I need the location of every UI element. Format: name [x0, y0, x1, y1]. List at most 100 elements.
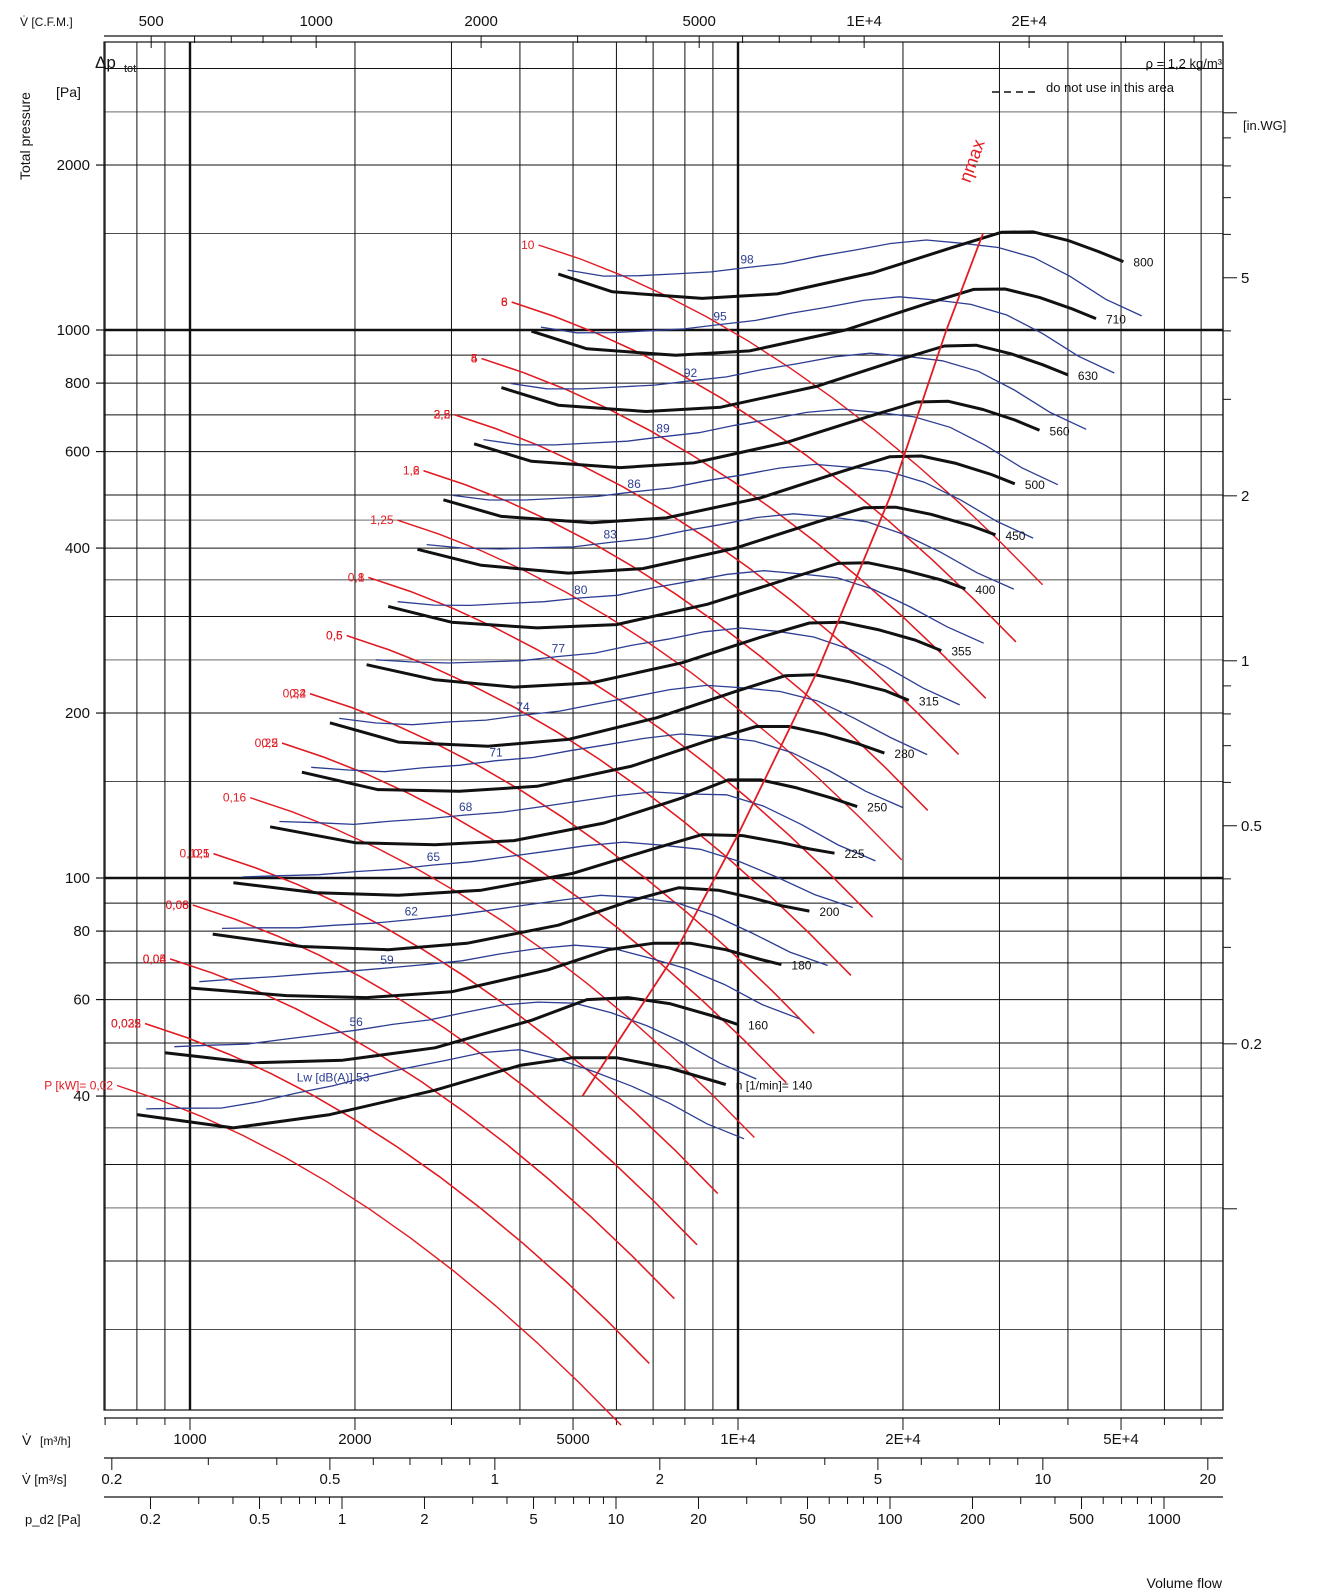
speed-curve [136, 1056, 727, 1130]
sound-line-label: 77 [552, 642, 566, 656]
speed-curve-label: 225 [844, 847, 864, 861]
pd2-tick-label: 0.5 [249, 1511, 270, 1528]
m3h-tick-label: 2E+4 [885, 1431, 920, 1448]
power-line [454, 414, 959, 755]
right-axis-tick-label: 0.2 [1241, 1036, 1262, 1053]
cfm-tick-label: 5000 [682, 13, 715, 30]
speed-curve-label: 500 [1025, 478, 1045, 492]
sound-line [174, 1001, 757, 1080]
pd2-axis-label: p_d2 [Pa] [25, 1512, 81, 1527]
speed-curve-label: 250 [867, 801, 887, 815]
sound-line-label: 95 [713, 309, 727, 323]
speed-curve-label: 630 [1078, 369, 1098, 383]
power-line-label: 0,05 [143, 952, 167, 966]
power-line-label: P [kW]= 0,02 [44, 1079, 113, 1093]
power-line-label: 1,25 [370, 513, 394, 527]
speed-curve [212, 886, 810, 952]
power-line-label: 0,1 [193, 847, 210, 861]
sound-line [221, 894, 828, 967]
sound-line-label: 74 [516, 700, 530, 714]
cfm-tick-label: 1000 [299, 13, 332, 30]
m3s-tick-label: 10 [1035, 1471, 1052, 1488]
sound-line [242, 841, 854, 909]
right-axis-tick-label: 1 [1241, 653, 1249, 670]
speed-curve [366, 620, 942, 689]
speed-curve [301, 725, 885, 793]
power-line-label: 0,8 [348, 570, 365, 584]
sound-line-label: 92 [684, 366, 698, 380]
y-tick-label: 1000 [57, 322, 90, 339]
y-axis-subscript: tot [124, 63, 136, 75]
sound-line [397, 570, 984, 644]
sound-line-label: 68 [459, 800, 473, 814]
m3s-tick-label: 5 [874, 1471, 882, 1488]
sound-line [510, 352, 1087, 430]
power-line [192, 904, 698, 1246]
power-line [192, 904, 698, 1246]
cfm-tick-label: 2000 [464, 13, 497, 30]
m3s-axis-label: V̇ [m³/s] [22, 1472, 67, 1487]
speed-curve [269, 778, 858, 847]
m3h-tick-label: 2000 [338, 1431, 371, 1448]
power-line [368, 576, 873, 918]
right-axis-tick-label: 5 [1241, 270, 1249, 287]
y-tick-label: 60 [73, 992, 90, 1009]
sound-line-label: 56 [349, 1015, 363, 1029]
plot-frame [103, 41, 1224, 1411]
power-line-label: 0,08 [165, 898, 189, 912]
sound-line-label: 71 [489, 746, 503, 760]
speed-curve [473, 399, 1041, 470]
sound-line-label: 83 [604, 527, 618, 541]
m3s-tick-label: 2 [656, 1471, 664, 1488]
power-line [423, 470, 929, 811]
speed-curve-label: 450 [1005, 529, 1025, 543]
x-axis-unit: [m³/h] [40, 1434, 71, 1448]
right-axis-tick-label: 0.5 [1241, 818, 1262, 835]
power-line [213, 853, 719, 1194]
y-tick-label: 800 [65, 375, 90, 392]
speed-curve-label: 160 [748, 1019, 768, 1033]
cfm-tick-label: 500 [139, 13, 164, 30]
power-line-label: 0,6 [326, 629, 343, 643]
y-tick-label: 600 [65, 444, 90, 461]
pd2-tick-label: 2 [420, 1511, 428, 1528]
power-line-label: 0,5 [326, 629, 343, 643]
sound-line-label: 98 [740, 253, 754, 267]
x-axis-symbol: V̇ [22, 1432, 32, 1448]
speed-curve [531, 287, 1097, 357]
speed-curve [417, 505, 997, 575]
power-line-label: 10 [521, 238, 535, 252]
speed-curve-label: 400 [975, 583, 995, 597]
power-line [346, 634, 852, 976]
power-line-label: 6 [501, 295, 508, 309]
power-line-label: 4 [471, 352, 478, 366]
cfm-axis-label: V̇ [C.F.M.] [20, 15, 73, 29]
power-line [144, 1022, 650, 1364]
y-tick-label: 200 [65, 705, 90, 722]
right-axis-unit: [in.WG] [1243, 118, 1286, 133]
y-tick-label: 100 [65, 870, 90, 887]
power-line-label: 1 [358, 570, 365, 584]
power-line [249, 797, 755, 1138]
pd2-tick-label: 0.2 [140, 1511, 161, 1528]
speed-curve-label: 800 [1133, 256, 1153, 270]
power-line [169, 958, 675, 1300]
efficiency-line-path [581, 233, 984, 1097]
power-line-label: 1,6 [403, 464, 420, 478]
sound-line [199, 944, 800, 1020]
sound-line [311, 733, 903, 809]
power-line-label: 0,4 [289, 687, 306, 701]
power-line [116, 1084, 622, 1426]
power-line-label: 3,2 [434, 408, 451, 422]
sound-line-label: 80 [574, 583, 588, 597]
right-axis-tick-label: 2 [1241, 488, 1249, 505]
power-line-label: 5 [471, 352, 478, 366]
power-line-label: 0,025 [111, 1017, 141, 1031]
speed-curve [189, 941, 782, 1000]
sound-line [540, 296, 1115, 374]
speed-curve-label: 315 [919, 694, 939, 708]
sound-line [146, 1049, 745, 1140]
sound-line [452, 463, 1034, 539]
pd2-tick-label: 50 [799, 1511, 816, 1528]
